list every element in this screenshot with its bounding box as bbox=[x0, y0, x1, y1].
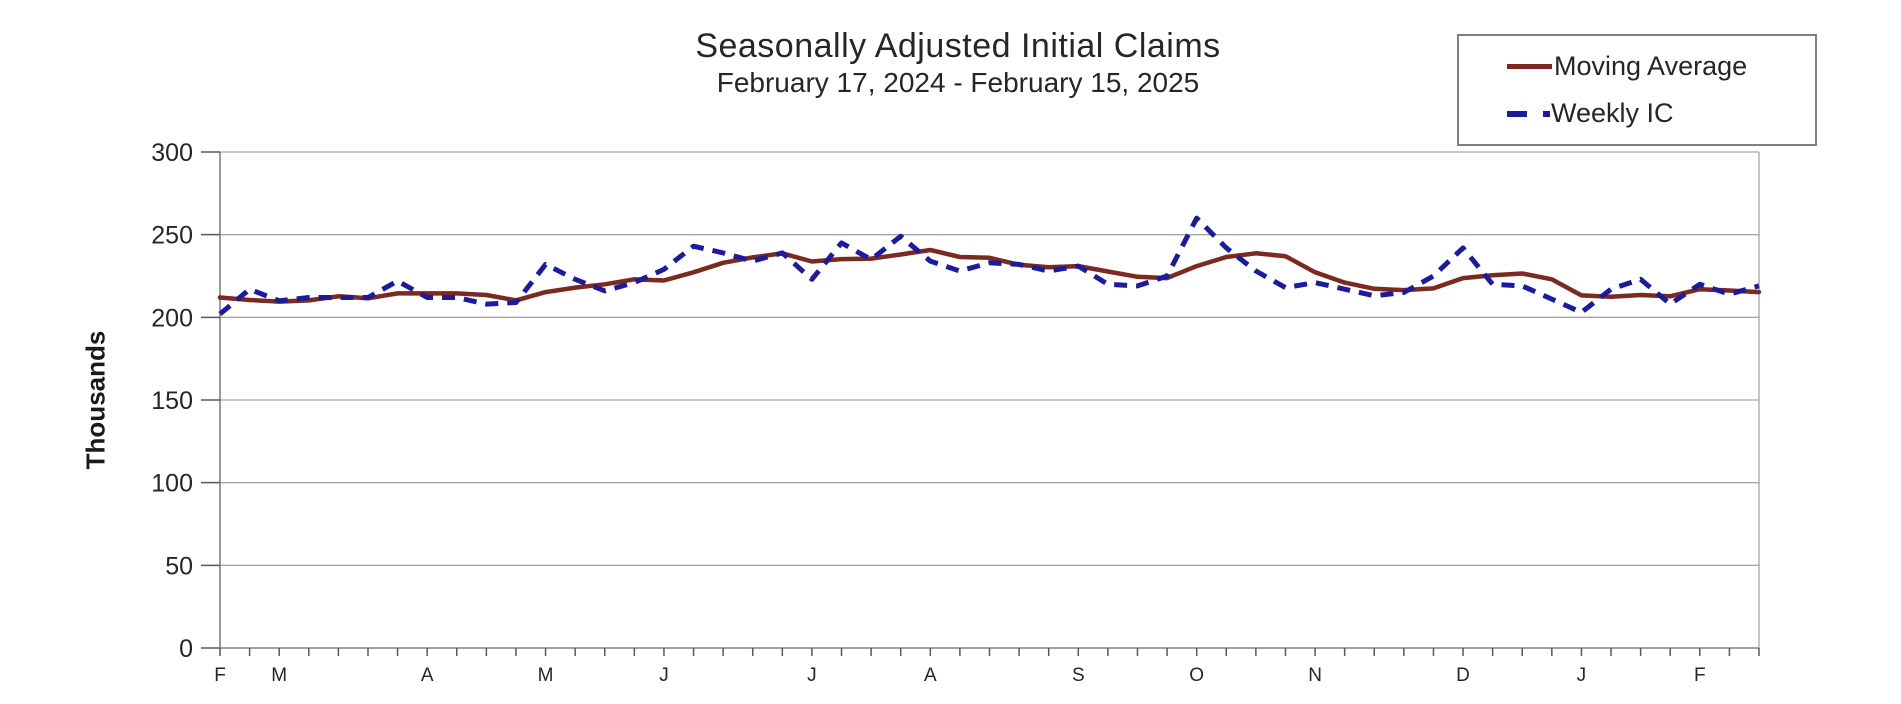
legend: Moving Average Weekly IC bbox=[1457, 34, 1817, 146]
y-tick-label-100: 100 bbox=[151, 470, 193, 498]
x-month-label-5: J bbox=[807, 665, 817, 686]
x-month-label-6: A bbox=[924, 665, 937, 686]
x-month-label-1: M bbox=[271, 665, 287, 686]
legend-label-weekly-ic: Weekly IC bbox=[1551, 98, 1674, 129]
weekly-ic-dot-swatch bbox=[1543, 110, 1550, 117]
y-tick-label-200: 200 bbox=[151, 304, 193, 332]
legend-label-moving-average: Moving Average bbox=[1554, 50, 1748, 81]
x-month-label-0: F bbox=[214, 665, 226, 686]
x-month-label-11: J bbox=[1577, 665, 1587, 686]
legend-item-moving-average: Moving Average bbox=[1459, 49, 1815, 83]
y-tick-label-300: 300 bbox=[151, 139, 193, 167]
weekly-ic-line bbox=[218, 215, 1760, 316]
x-month-label-8: O bbox=[1189, 665, 1204, 686]
y-tick-label-250: 250 bbox=[151, 222, 193, 250]
legend-item-weekly-ic: Weekly IC bbox=[1459, 97, 1815, 131]
x-month-label-12: F bbox=[1694, 665, 1706, 686]
y-tick-label-150: 150 bbox=[151, 387, 193, 415]
x-month-label-3: M bbox=[538, 665, 554, 686]
moving-average-line-swatch bbox=[1507, 63, 1552, 69]
chart-subtitle: February 17, 2024 - February 15, 2025 bbox=[716, 67, 1200, 98]
moving-average-line bbox=[217, 247, 1762, 304]
x-month-label-10: D bbox=[1456, 665, 1470, 686]
x-month-label-7: S bbox=[1072, 665, 1085, 686]
x-month-label-2: A bbox=[421, 665, 434, 686]
weekly-ic-dash-swatch bbox=[1507, 110, 1527, 117]
chart-title: Seasonally Adjusted Initial Claims bbox=[695, 27, 1221, 65]
y-tick-label-0: 0 bbox=[179, 635, 193, 663]
y-tick-label-50: 50 bbox=[165, 552, 193, 580]
x-month-label-9: N bbox=[1308, 665, 1322, 686]
x-month-label-4: J bbox=[659, 665, 669, 686]
